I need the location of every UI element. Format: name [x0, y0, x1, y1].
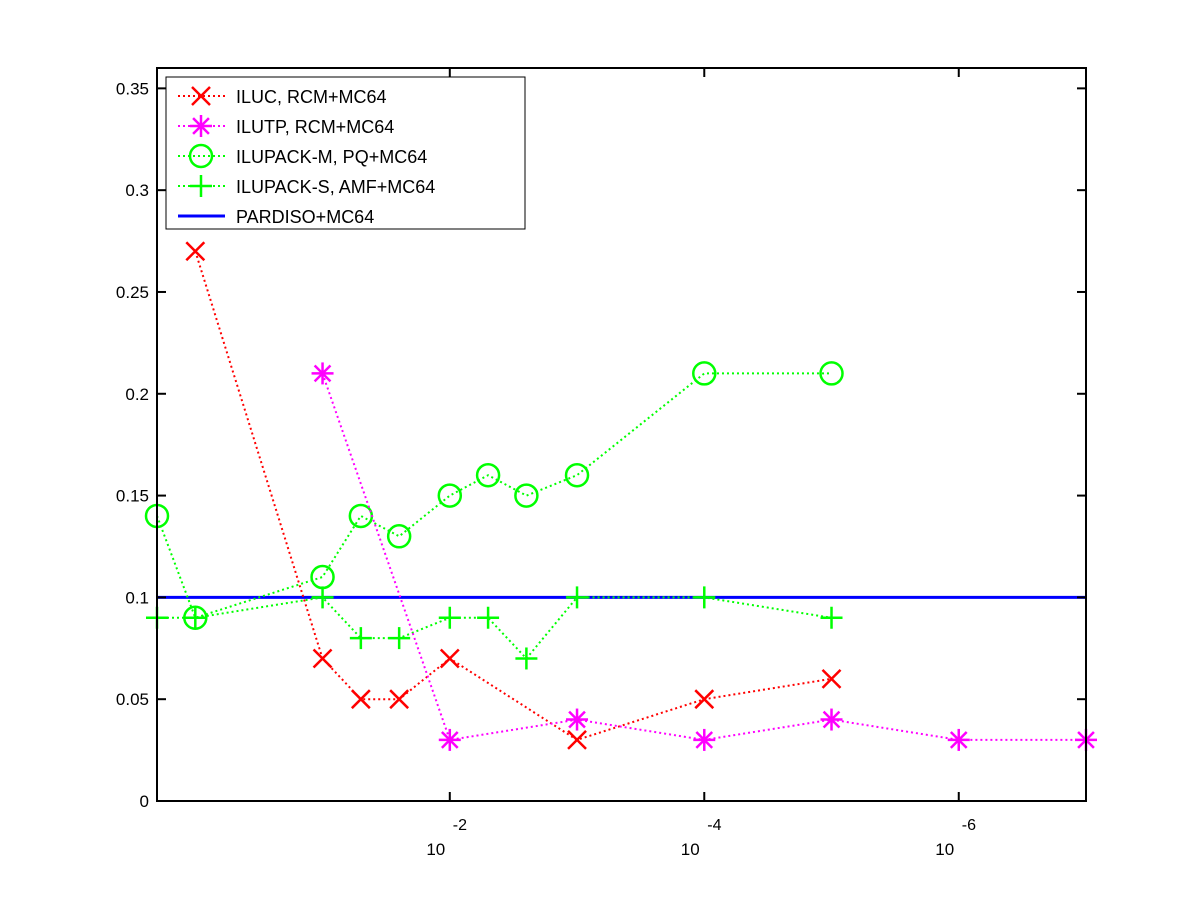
- series-ilupack-m-pq-mc64: [144, 361, 844, 630]
- legend-item: ILUPACK-S, AMF+MC64: [178, 175, 435, 197]
- y-tick-label: 0.05: [116, 690, 149, 709]
- marker-circle: [564, 462, 590, 488]
- y-tick-label: 0: [140, 792, 149, 811]
- marker-circle: [514, 483, 539, 508]
- marker-asterisk-stroke: [440, 731, 459, 749]
- marker-x-stroke: [191, 86, 211, 106]
- y-tick-label: 0.25: [116, 283, 149, 302]
- marker-x-stroke: [567, 730, 587, 750]
- legend-label: ILUC, RCM+MC64: [236, 87, 387, 107]
- legend-label: ILUPACK-M, PQ+MC64: [236, 147, 427, 167]
- legend-item: ILUTP, RCM+MC64: [178, 115, 394, 137]
- marker-x-stroke: [821, 668, 842, 689]
- marker-x-stroke: [350, 689, 371, 710]
- legend-box: [165, 76, 526, 230]
- marker-circle: [819, 361, 844, 386]
- legend-label: ILUPACK-S, AMF+MC64: [236, 177, 435, 197]
- marker-x-stroke: [439, 648, 460, 669]
- marker-circle: [437, 483, 463, 508]
- marker-asterisk-stroke: [568, 710, 586, 729]
- x-tick-label-exponent: -6: [962, 817, 976, 834]
- plot-frame: [156, 67, 1087, 802]
- y-tick-label: 0.2: [125, 385, 149, 404]
- axes: 0 0.05 0.1 0.15 0.2 0.25 0.3 0.35 10 -2 10 -4 10 -6: [116, 68, 1086, 859]
- marker-x-stroke: [694, 689, 715, 710]
- x-tick-label-base: 10: [681, 840, 700, 859]
- y-tick-label: 0.1: [125, 588, 149, 607]
- x-tick-label-base: 10: [935, 840, 954, 859]
- x-tick-label-exponent: -4: [707, 817, 721, 834]
- marker-circle: [692, 361, 717, 386]
- x-tick-label-base: 10: [426, 840, 445, 859]
- legend-item: ILUPACK-M, PQ+MC64: [178, 143, 427, 169]
- marker-asterisk-stroke: [313, 364, 332, 383]
- y-tick-label: 0.15: [116, 487, 149, 506]
- marker-circle: [475, 462, 501, 488]
- marker-asterisk-stroke: [822, 710, 841, 729]
- y-tick-label: 0.35: [116, 79, 149, 98]
- marker-x-stroke: [312, 648, 333, 669]
- y-tick-label: 0.3: [125, 181, 149, 200]
- series-iluc-rcm-mc64: [185, 241, 842, 750]
- marker-asterisk-stroke: [192, 117, 210, 135]
- legend-label: ILUTP, RCM+MC64: [236, 117, 394, 137]
- legend-item: ILUC, RCM+MC64: [178, 86, 387, 107]
- legend-item: PARDISO+MC64: [178, 207, 374, 227]
- x-tick-label-exponent: -2: [453, 817, 467, 834]
- marker-circle: [386, 524, 412, 549]
- legend: ILUC, RCM+MC64 ILUTP, RCM+MC64 ILUPACK-M, …: [165, 76, 526, 230]
- marker-asterisk-stroke: [949, 731, 968, 749]
- marker-x-stroke: [185, 241, 206, 262]
- legend-label: PARDISO+MC64: [236, 207, 374, 227]
- marker-x-stroke: [389, 689, 410, 710]
- marker-asterisk-stroke: [695, 731, 714, 749]
- marker-circle: [188, 143, 214, 169]
